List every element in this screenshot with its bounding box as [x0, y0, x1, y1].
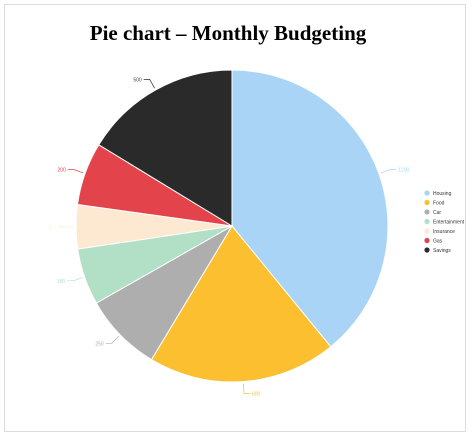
legend-swatch-car[interactable]: [424, 209, 430, 215]
slice-label-entertainment: 180: [57, 279, 66, 285]
slice-label-gas: 200: [57, 168, 66, 174]
legend-label-car[interactable]: Car: [433, 210, 441, 216]
legend-label-food[interactable]: Food: [433, 200, 445, 206]
legend-swatch-food[interactable]: [424, 199, 430, 206]
slice-label-food: 600: [252, 392, 261, 398]
legend: Housing Food Car Entertainment Insurance Gas S…: [424, 190, 465, 254]
leader-line-entertainment: [67, 277, 83, 282]
legend-label-gas[interactable]: Gas: [433, 238, 443, 244]
pie-slice-food[interactable]: [150, 225, 332, 383]
leader-line-car: [105, 336, 120, 344]
chart-title: Pie chart – Monthly Budgeting: [89, 21, 367, 45]
legend-label-savings[interactable]: Savings: [433, 248, 451, 254]
leader-line-gas: [67, 169, 84, 174]
legend-swatch-gas[interactable]: [424, 237, 430, 244]
slice-label-housing: 1200: [398, 168, 409, 174]
pie-slices: [75, 69, 389, 383]
legend-swatch-savings[interactable]: [424, 247, 430, 253]
legend-label-entertainment[interactable]: Entertainment: [433, 219, 465, 225]
leader-line-food: [242, 383, 250, 394]
leader-line-savings: [143, 79, 155, 89]
legend-swatch-insurance[interactable]: [424, 228, 430, 234]
legend-swatch-housing[interactable]: [424, 190, 430, 196]
leader-line-housing: [380, 169, 397, 174]
slice-label-car: 250: [95, 341, 104, 347]
slice-label-savings: 500: [133, 78, 142, 84]
slice-label-insurance: 1...: [49, 225, 56, 231]
pie-slice-savings[interactable]: [98, 69, 233, 227]
pie-slice-housing[interactable]: [231, 69, 389, 348]
legend-label-housing[interactable]: Housing: [433, 191, 452, 197]
slice-labels: 1200 600 250 180 1... 200 500: [49, 78, 409, 398]
legend-label-insurance[interactable]: Insurance: [433, 229, 455, 235]
legend-swatch-entertainment[interactable]: [424, 218, 430, 225]
